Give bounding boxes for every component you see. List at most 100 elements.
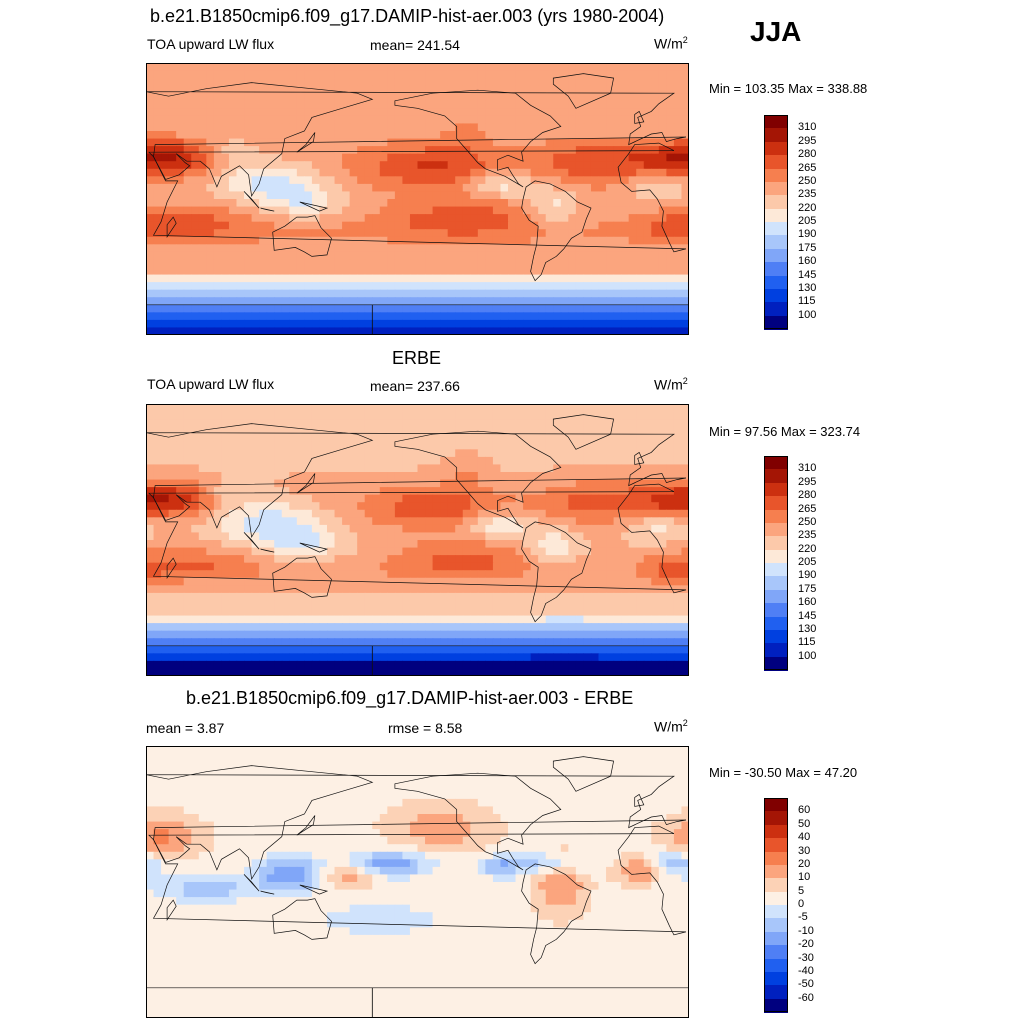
- field-cell: [161, 449, 170, 458]
- field-cell: [606, 623, 615, 632]
- field-cell: [153, 426, 162, 435]
- field-cell: [515, 449, 524, 458]
- field-cell: [500, 319, 509, 329]
- field-cell: [673, 259, 683, 268]
- field-cell: [259, 404, 268, 413]
- field-cell: [183, 229, 192, 238]
- field-cell: [244, 404, 253, 413]
- field-cell: [409, 229, 419, 238]
- field-cell: [206, 592, 215, 602]
- field-cell: [161, 153, 170, 162]
- field-cell: [575, 502, 585, 511]
- field-cell: [266, 456, 275, 466]
- field-cell: [334, 108, 343, 117]
- field-cell: [357, 297, 366, 306]
- field-cell: [236, 93, 245, 102]
- field-cell: [681, 123, 689, 132]
- field-cell: [432, 123, 441, 132]
- field-cell: [266, 426, 275, 435]
- field-cell: [575, 456, 585, 466]
- field-cell: [628, 319, 637, 329]
- field-cell: [447, 244, 456, 253]
- field-cell: [613, 411, 622, 420]
- field-cell: [628, 524, 637, 534]
- field-cell: [266, 78, 275, 87]
- field-cell: [681, 327, 689, 335]
- field-cell: [440, 456, 449, 466]
- field-cell: [508, 319, 517, 329]
- field-cell: [176, 93, 185, 102]
- field-cell: [251, 585, 260, 594]
- field-cell: [425, 191, 434, 200]
- field-cell: [658, 623, 667, 632]
- field-cell: [228, 168, 238, 177]
- field-cell: [379, 63, 388, 72]
- field-cell: [379, 426, 388, 435]
- field-cell: [515, 434, 524, 443]
- field-cell: [673, 555, 683, 564]
- field-cell: [590, 282, 600, 291]
- field-cell: [349, 524, 358, 534]
- field-cell: [357, 85, 366, 94]
- field-cell: [379, 434, 388, 443]
- field-cell: [606, 191, 615, 200]
- field-cell: [545, 229, 554, 238]
- field-cell: [568, 312, 577, 321]
- field-cell: [372, 327, 381, 335]
- field-cell: [500, 312, 509, 321]
- field-cell: [372, 229, 381, 238]
- field-cell: [658, 411, 667, 420]
- field-cell: [477, 449, 486, 458]
- field-cell: [681, 297, 689, 306]
- field-cell: [440, 419, 449, 428]
- field-cell: [281, 146, 290, 155]
- field-cell: [206, 479, 215, 488]
- field-cell: [334, 297, 343, 306]
- field-cell: [583, 131, 592, 140]
- field-cell: [508, 555, 517, 564]
- field-cell: [560, 555, 569, 564]
- field-cell: [191, 267, 200, 276]
- field-cell: [538, 540, 547, 549]
- field-cell: [613, 236, 622, 245]
- field-cell: [508, 524, 517, 534]
- field-cell: [590, 456, 600, 466]
- field-cell: [447, 540, 456, 549]
- field-cell: [666, 319, 675, 329]
- field-cell: [545, 615, 554, 624]
- field-cell: [387, 115, 396, 125]
- field-cell: [681, 623, 689, 632]
- field-cell: [402, 494, 411, 503]
- field-cell: [153, 547, 162, 556]
- field-cell: [636, 183, 645, 193]
- field-cell: [613, 456, 622, 466]
- field-cell: [666, 259, 675, 268]
- field-cell: [409, 456, 419, 466]
- field-cell: [409, 411, 419, 420]
- field-cell: [357, 426, 366, 435]
- field-cell: [681, 570, 689, 579]
- field-cell: [598, 153, 607, 162]
- field-cell: [379, 600, 388, 609]
- field-cell: [500, 214, 509, 223]
- field-cell: [402, 547, 411, 556]
- field-cell: [349, 494, 358, 503]
- field-cell: [651, 161, 660, 170]
- field-cell: [251, 562, 260, 571]
- field-cell: [500, 585, 509, 594]
- field-cell: [560, 577, 569, 586]
- field-cell: [628, 153, 637, 162]
- field-cell: [455, 289, 464, 298]
- field-cell: [221, 78, 230, 87]
- field-cell: [342, 615, 351, 624]
- field-cell: [394, 63, 404, 72]
- field-cell: [176, 638, 185, 647]
- field-cell: [311, 577, 321, 586]
- field-cell: [161, 297, 170, 306]
- field-cell: [598, 236, 607, 245]
- field-cell: [296, 183, 305, 193]
- field-cell: [500, 138, 509, 147]
- field-cell: [606, 78, 615, 87]
- field-cell: [417, 85, 426, 94]
- field-cell: [462, 419, 471, 428]
